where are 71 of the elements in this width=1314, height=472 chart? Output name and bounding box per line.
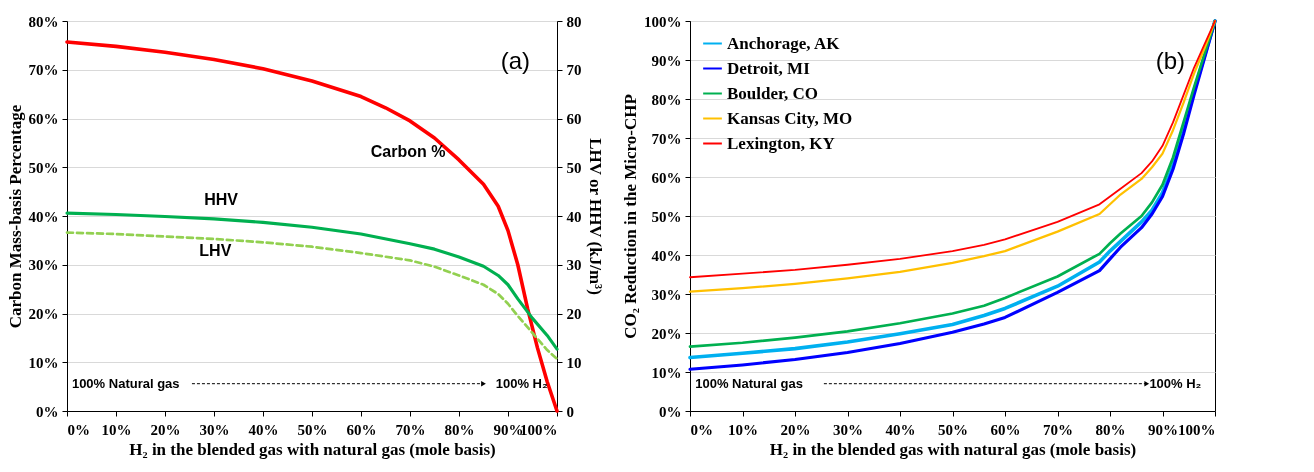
y-tick-label: 70% <box>651 130 682 147</box>
y2-tick-label: 60 <box>566 111 582 127</box>
series-label: Carbon % <box>370 142 446 160</box>
series-label: LHV <box>199 242 232 260</box>
y-tick-label: 30% <box>28 257 59 274</box>
x-tick-label: 40% <box>248 421 279 438</box>
annotation: (a) <box>500 46 531 74</box>
annotation: (b) <box>1155 46 1186 74</box>
y-tick-label: 0% <box>36 403 59 420</box>
y-axis-title: Carbon Mass-basis Percentage <box>5 104 25 329</box>
y2-tick-label: 40 <box>566 208 582 225</box>
annotation: 100% H₂ <box>495 375 548 391</box>
x-tick-label: 60% <box>990 421 1021 438</box>
y-tick-label: 80% <box>28 13 59 30</box>
x-tick-label: 90% <box>1148 421 1178 438</box>
legend-label: Anchorage, AK <box>727 33 841 53</box>
legend-label: Kansas City, MO <box>727 108 853 128</box>
y-tick-label: 50% <box>651 208 682 225</box>
y-tick-label: 80% <box>651 91 682 108</box>
y-tick-label: 50% <box>28 159 59 176</box>
y2-tick-label: 70 <box>566 62 582 79</box>
x-tick-label: 10% <box>101 421 132 438</box>
y-tick-label: 40% <box>651 247 682 264</box>
y-axis-title: CO₂ Reduction in the Micro-CHP <box>621 94 640 339</box>
y-tick-label: 60% <box>651 169 682 186</box>
y-tick-label: 90% <box>651 52 682 69</box>
x-axis-title: H₂ in the blended gas with natural gas (mole basis) <box>769 439 1137 459</box>
y2-tick-label: 10 <box>566 354 582 371</box>
y-tick-label: 10% <box>28 354 59 371</box>
annotation: 100% Natural gas <box>695 375 803 391</box>
legend-label: Boulder, CO <box>727 83 819 103</box>
annotation: 100% Natural gas <box>71 375 180 391</box>
y2-tick-label: 20 <box>566 306 582 322</box>
y2-tick-label: 30 <box>566 257 582 274</box>
y-tick-label: 20% <box>651 325 682 342</box>
x-tick-label: 20% <box>150 421 181 438</box>
line-series <box>65 231 559 361</box>
x-tick-label: 70% <box>395 421 426 438</box>
x-tick-label: 80% <box>1095 421 1126 438</box>
x-tick-label: 40% <box>885 421 916 438</box>
x-tick-label: 50% <box>297 421 328 438</box>
line-series <box>65 211 559 351</box>
x-tick-label: 30% <box>833 421 863 438</box>
x-tick-label: 60% <box>346 421 377 438</box>
series-label: HHV <box>204 191 239 209</box>
y-tick-label: 100% <box>644 13 682 30</box>
legend-label: Detroit, MI <box>727 58 811 78</box>
x-tick-label: 100% <box>1178 421 1216 438</box>
y-tick-label: 40% <box>28 208 59 225</box>
x-tick-label: 50% <box>938 421 968 438</box>
y-tick-label: 0% <box>659 403 682 420</box>
x-tick-label: 80% <box>444 421 475 438</box>
y2-tick-label: 80 <box>566 13 582 30</box>
y-tick-label: 10% <box>651 364 682 381</box>
x-tick-label: 30% <box>199 421 230 438</box>
x-tick-label: 20% <box>780 421 811 438</box>
y-tick-label: 70% <box>28 62 59 79</box>
legend-label: Lexington, KY <box>727 133 835 153</box>
annotation: 100% H₂ <box>1149 375 1202 391</box>
x-tick-label: 0% <box>690 421 713 438</box>
y2-axis-title: LHV or HHV (kJ/m³) <box>585 138 605 295</box>
y2-tick-label: 0 <box>566 403 574 420</box>
x-tick-label: 10% <box>728 421 758 438</box>
x-axis-title: H₂ in the blended gas with natural gas (mole basis) <box>129 439 496 459</box>
y-tick-label: 20% <box>28 306 59 322</box>
x-tick-label: 100% <box>520 421 558 438</box>
x-tick-label: 70% <box>1043 421 1073 438</box>
x-tick-label: 0% <box>67 421 90 438</box>
y-tick-label: 30% <box>651 286 682 303</box>
y-tick-label: 60% <box>28 111 59 127</box>
y2-tick-label: 50 <box>566 159 582 176</box>
